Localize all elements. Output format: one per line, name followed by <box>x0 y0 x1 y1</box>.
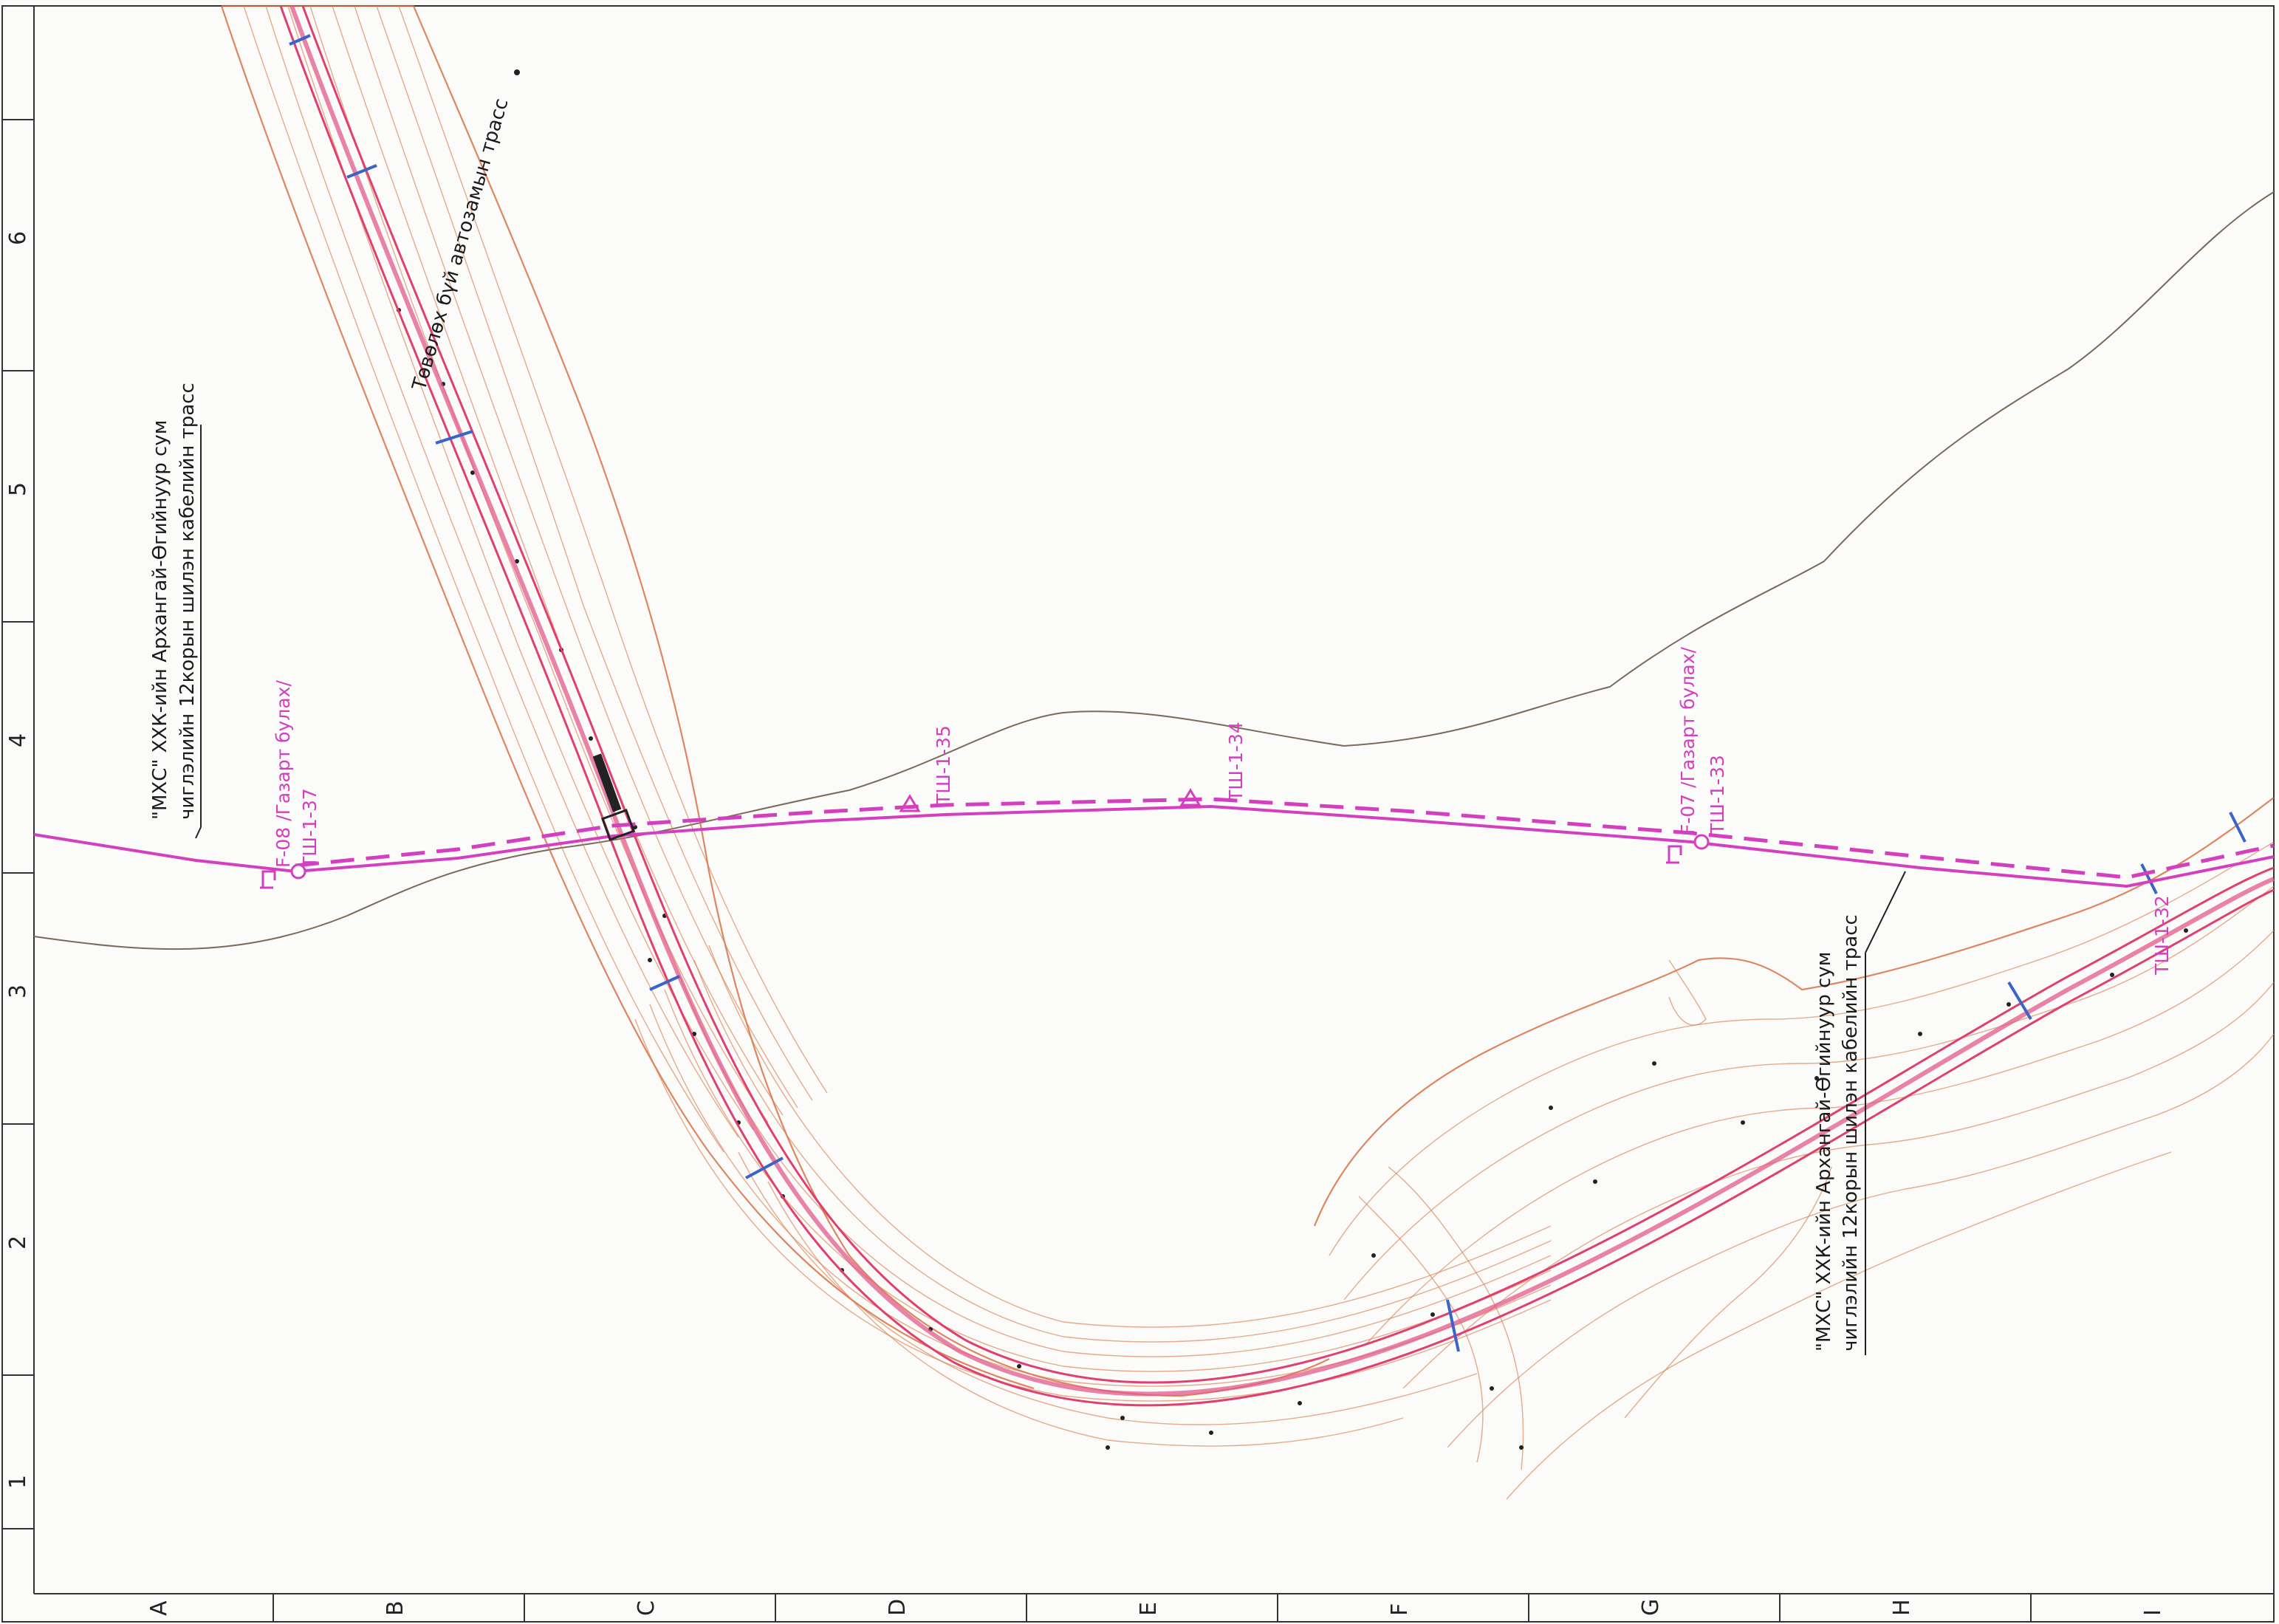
drawing-frame <box>1 5 2275 1623</box>
frame-row-labels: 1 2 3 4 5 6 <box>5 231 31 1489</box>
road-alignment <box>279 4 2275 1407</box>
column-label-e: E <box>1136 1602 1162 1616</box>
point-marker-tsh-1-33 <box>1666 834 1710 864</box>
cable-label-top: "МХС" ХХК-ийн Архангай-Өгийнуур сум чигл… <box>149 383 202 839</box>
row-label-2: 2 <box>5 1236 31 1250</box>
column-label-i: I <box>2140 1609 2166 1616</box>
point-label-tsh-1-35: ТШ-1-35 <box>933 725 954 806</box>
point-id-tsh-1-35: ТШ-1-35 <box>933 725 954 806</box>
cable-route <box>33 753 2275 888</box>
column-label-f: F <box>1387 1603 1413 1616</box>
point-code-f-07: F-07 /Газарт булах/ <box>1677 647 1699 835</box>
column-label-a: A <box>146 1600 172 1616</box>
point-code-f-08: F-08 /Газарт булах/ <box>273 680 294 868</box>
column-label-d: D <box>885 1599 911 1616</box>
point-id-tsh-1-32: ТШ-1-32 <box>2151 895 2173 976</box>
column-label-h: H <box>1889 1599 1915 1616</box>
frame-column-labels: A B C D E F G H I <box>146 1599 2166 1616</box>
row-label-3: 3 <box>5 984 31 998</box>
survey-dots <box>397 69 2188 1450</box>
column-label-c: C <box>634 1600 659 1616</box>
row-label-5: 5 <box>5 482 31 496</box>
point-label-tsh-1-37: F-08 /Газарт булах/ ТШ-1-37 <box>273 680 321 868</box>
point-label-tsh-1-32: ТШ-1-32 <box>2151 895 2173 976</box>
row-label-4: 4 <box>5 733 31 747</box>
row-label-1: 1 <box>5 1475 31 1489</box>
terrain-lines <box>33 191 2275 950</box>
point-marker-tsh-1-34 <box>1179 788 1202 806</box>
contour-band <box>220 4 2275 1500</box>
cable-label-top-line2: чиглэлийн 12корын шилэн кабелийн трасс <box>177 383 199 820</box>
column-label-b: B <box>383 1600 408 1616</box>
row-label-6: 6 <box>5 231 31 245</box>
point-marker-tsh-1-37 <box>260 863 306 889</box>
point-id-tsh-1-34: ТШ-1-34 <box>1225 722 1247 802</box>
cable-label-top-line1: "МХС" ХХК-ийн Архангай-Өгийнуур сум <box>149 420 171 820</box>
point-marker-tsh-1-35 <box>899 794 921 812</box>
column-label-g: G <box>1638 1599 1664 1616</box>
cable-label-bottom-line2: чиглэлийн 12корын шилэн кабелийн трасс <box>1840 914 1862 1351</box>
point-label-tsh-1-34: ТШ-1-34 <box>1225 722 1247 802</box>
cable-label-bottom: "МХС" ХХК-ийн Архангай-Өгийнуур сум чигл… <box>1813 871 1906 1355</box>
point-label-tsh-1-33: F-07 /Газарт булах/ ТШ-1-33 <box>1677 647 1728 835</box>
cable-label-bottom-line1: "МХС" ХХК-ийн Архангай-Өгийнуур сум <box>1813 952 1835 1351</box>
point-id-tsh-1-33: ТШ-1-33 <box>1707 755 1728 835</box>
point-id-tsh-1-37: ТШ-1-37 <box>299 788 321 868</box>
cross-section-markers <box>289 34 2247 1352</box>
